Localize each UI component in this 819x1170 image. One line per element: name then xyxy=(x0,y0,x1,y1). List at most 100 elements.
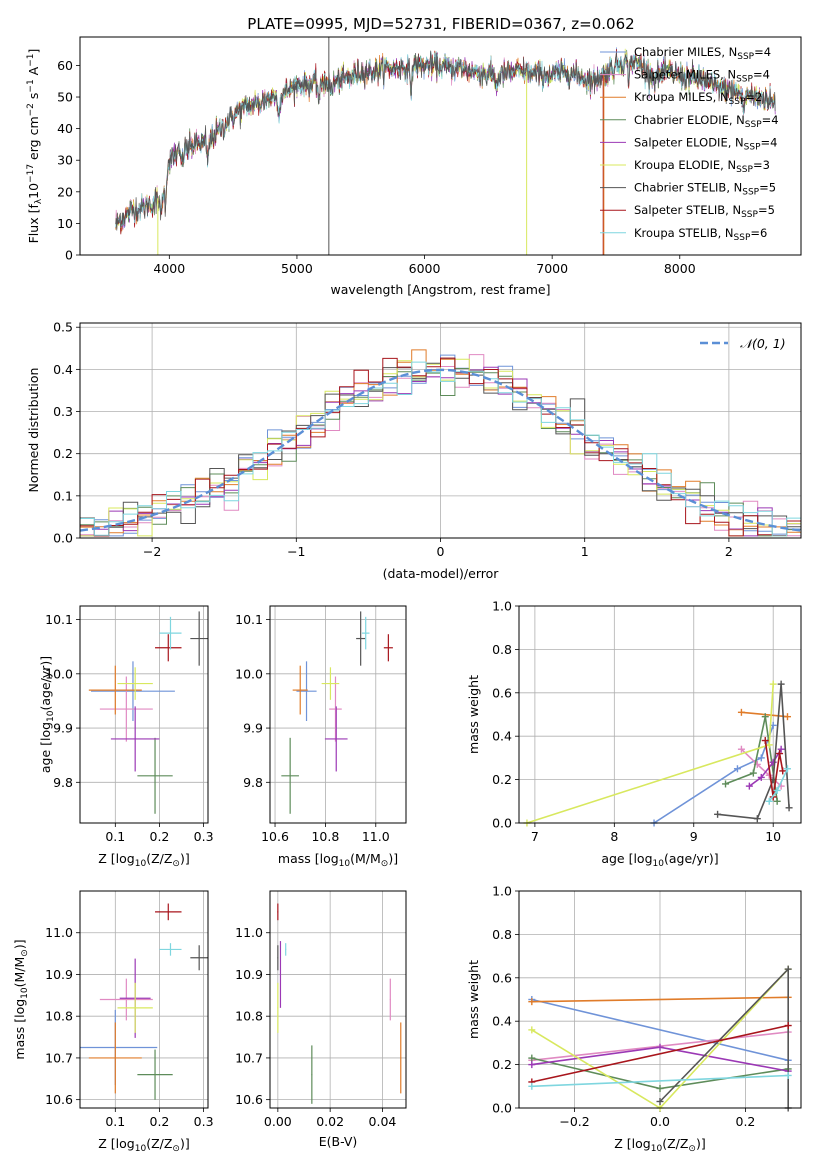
x-tick-label: −1 xyxy=(287,544,305,559)
y-tick-label: 10.0 xyxy=(45,666,73,681)
y-tick-label: 0.0 xyxy=(492,1101,512,1116)
legend-label: Chabrier MILES, NSSP=4 xyxy=(634,45,771,62)
gaussian-curve xyxy=(80,368,801,532)
x-tick-label: −2 xyxy=(143,544,161,559)
axes-frame xyxy=(79,890,209,1109)
x-tick-label: 5000 xyxy=(281,261,313,276)
y-tick-label: 10.9 xyxy=(45,967,73,982)
y-tick-label: 10.1 xyxy=(235,612,263,627)
legend-label: Salpeter STELIB, NSSP=5 xyxy=(634,203,775,220)
y-tick-label: 0.8 xyxy=(492,927,512,942)
y-axis-label: mass [log10(M/M⊙)] xyxy=(12,939,30,1059)
y-axis-label: Flux [fλ10−17 erg cm−2 s−1 A−1] xyxy=(26,49,44,244)
y-tick-label: 0.6 xyxy=(492,685,512,700)
series-line xyxy=(717,684,790,820)
spectrum-panel: 4000 5000 6000 7000 8000 0 10 20 30 40 50 60 wavelen… xyxy=(26,36,802,297)
series-line xyxy=(531,996,789,1003)
series-line xyxy=(725,716,778,802)
series-line xyxy=(741,711,788,718)
x-tick-label: 11.0 xyxy=(362,829,390,844)
x-tick-label: 8000 xyxy=(664,261,696,276)
series-line xyxy=(531,998,789,1062)
x-tick-label: 4000 xyxy=(153,261,185,276)
y-tick-label: 11.0 xyxy=(235,925,263,940)
x-tick-label: 0.0 xyxy=(650,1114,670,1129)
y-tick-label: 10.8 xyxy=(235,1009,263,1024)
series-line xyxy=(531,1024,789,1083)
y-tick-label: 9.8 xyxy=(53,775,73,790)
y-tick-label: 30 xyxy=(57,153,73,168)
x-tick-label: 0.00 xyxy=(264,1114,292,1129)
y-tick-label: 60 xyxy=(57,58,73,73)
y-tick-label: 0.2 xyxy=(492,1057,512,1072)
y-tick-label: 10.8 xyxy=(45,1009,73,1024)
figure-title: PLATE=0995, MJD=52731, FIBERID=0367, z=0… xyxy=(247,15,634,33)
residuals-panel: −2 −1 0 1 2 0.0 0.1 0.2 0.3 0.4 0.5 (data-model)/er… xyxy=(26,320,802,581)
y-tick-label: 10.7 xyxy=(235,1050,263,1065)
series-line xyxy=(764,740,784,798)
x-axis-label: Z [log10(Z/Z⊙)] xyxy=(614,1136,705,1154)
x-tick-label: 7 xyxy=(531,829,539,844)
y-axis-label: Normed distribution xyxy=(26,368,41,493)
y-axis-label: mass weight xyxy=(466,960,481,1039)
y-tick-label: 0.2 xyxy=(492,772,512,787)
axes-frame xyxy=(518,605,802,824)
x-axis-label: (data-model)/error xyxy=(383,566,500,581)
y-tick-label: 0.3 xyxy=(53,404,73,419)
axes-frame xyxy=(269,890,407,1109)
legend: Chabrier MILES, NSSP=4 Salpeter MILES, NS… xyxy=(600,45,779,243)
y-tick-label: 20 xyxy=(57,184,73,199)
series-line xyxy=(526,684,774,823)
legend-label: Kroupa STELIB, NSSP=6 xyxy=(634,226,767,243)
y-tick-label: 0.4 xyxy=(53,362,73,377)
massweight-Z-panel: −0.2 0.0 0.2 0.0 0.2 0.4 0.6 0.8 1.0 Z [log10(Z/Z… xyxy=(466,884,802,1154)
spectrum-line xyxy=(115,50,776,231)
y-tick-label: 9.8 xyxy=(243,775,263,790)
y-tick-label: 10.9 xyxy=(235,967,263,982)
x-tick-label: 0.3 xyxy=(194,1114,214,1129)
series-line xyxy=(748,748,782,787)
x-tick-label: 0.02 xyxy=(316,1114,344,1129)
x-axis-label: Z [log10(Z/Z⊙)] xyxy=(98,851,189,869)
x-tick-label: −0.2 xyxy=(559,1114,589,1129)
y-tick-label: 10.7 xyxy=(45,1050,73,1065)
x-tick-label: 6000 xyxy=(409,261,441,276)
x-tick-label: 0.1 xyxy=(105,1114,125,1129)
axes-frame xyxy=(269,605,407,824)
chart-layer: 4000 5000 6000 7000 80000102030405060wavelen… xyxy=(12,36,802,1154)
series-line xyxy=(531,968,789,1108)
massweight-age-panel: 7 8 9 10 0.0 0.2 0.4 0.6 0.8 1.0 age [log10(age/yr… xyxy=(466,599,802,869)
x-tick-label: 10 xyxy=(765,829,781,844)
y-tick-label: 10.6 xyxy=(45,1092,73,1107)
y-tick-label: 0.2 xyxy=(53,446,73,461)
y-tick-label: 0.0 xyxy=(492,816,512,831)
legend-label: Kroupa MILES, NSSP=2 xyxy=(634,90,762,107)
legend-label: Salpeter MILES, NSSP=4 xyxy=(634,68,770,85)
y-tick-label: 10.1 xyxy=(45,612,73,627)
x-tick-label: 2 xyxy=(725,544,733,559)
age-mass-panel: 10.6 10.8 11.0 9.8 9.9 10.0 10.1 mass [log10(M/… xyxy=(235,605,407,869)
legend-label: Salpeter ELODIE, NSSP=4 xyxy=(634,135,777,152)
mass-EBV-panel: 0.00 0.02 0.04 10.6 10.7 10.8 10.9 11.0 E(B-V) xyxy=(235,890,407,1149)
y-tick-label: 9.9 xyxy=(243,721,263,736)
y-tick-label: 10.6 xyxy=(235,1092,263,1107)
x-tick-label: 0.2 xyxy=(150,829,170,844)
legend-label: Chabrier ELODIE, NSSP=4 xyxy=(634,113,779,130)
x-axis-label: E(B-V) xyxy=(319,1134,358,1149)
histogram-step xyxy=(80,361,801,537)
y-tick-label: 10.0 xyxy=(235,666,263,681)
y-tick-label: 0.4 xyxy=(492,729,512,744)
y-tick-label: 0.1 xyxy=(53,488,73,503)
x-tick-label: 10.8 xyxy=(311,829,339,844)
x-tick-label: 7000 xyxy=(536,261,568,276)
x-tick-label: 9 xyxy=(690,829,698,844)
y-tick-label: 1.0 xyxy=(492,599,512,614)
series-line xyxy=(531,1074,789,1088)
legend-label: Chabrier STELIB, NSSP=5 xyxy=(634,181,776,198)
x-tick-label: 10.6 xyxy=(261,829,289,844)
y-tick-label: 50 xyxy=(57,90,73,105)
legend-label: Kroupa ELODIE, NSSP=3 xyxy=(634,158,770,175)
histogram-step xyxy=(80,357,801,537)
y-axis-label: mass weight xyxy=(466,675,481,754)
